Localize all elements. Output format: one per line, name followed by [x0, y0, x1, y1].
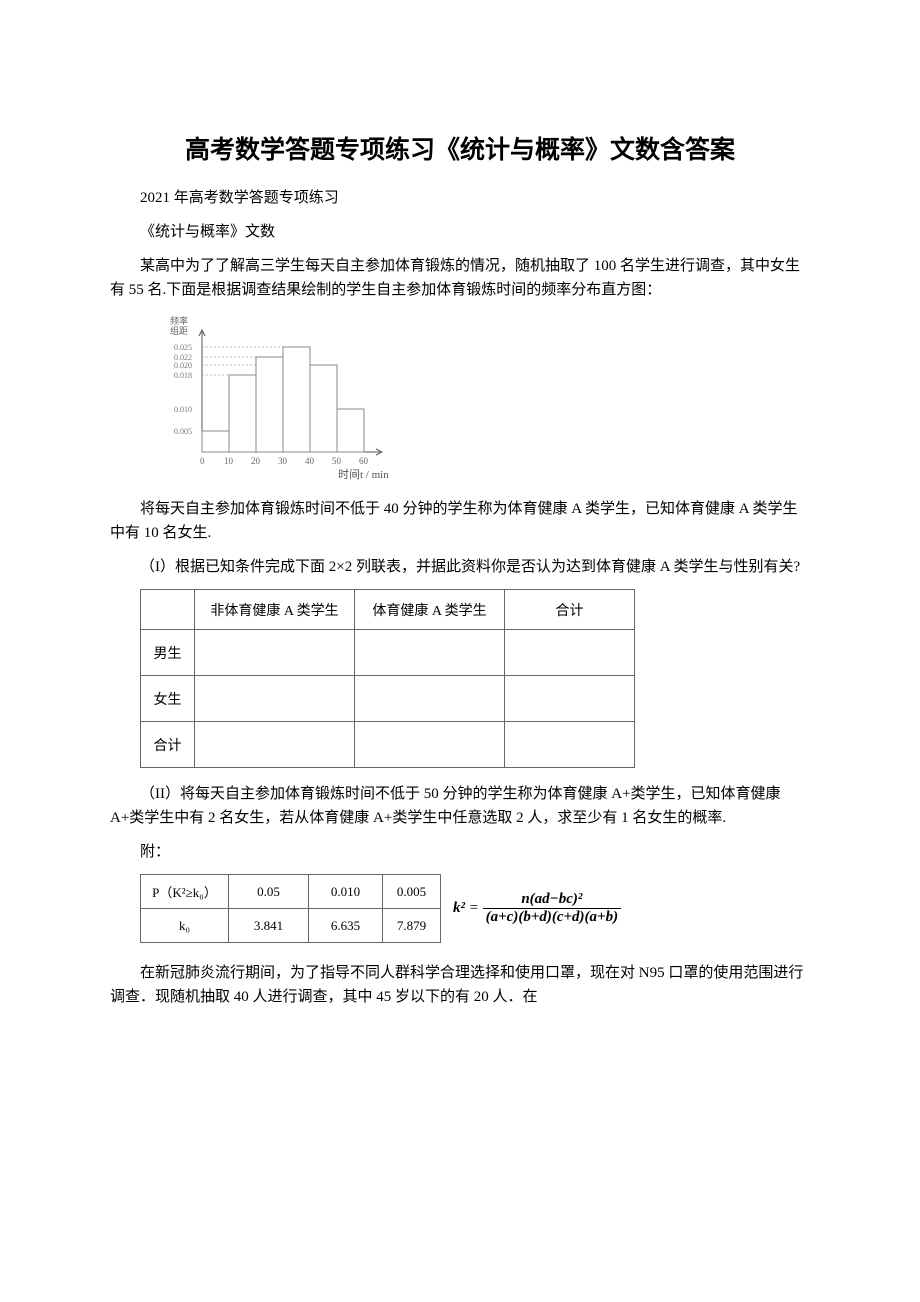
para-def-a: 将每天自主参加体育锻炼时间不低于 40 分钟的学生称为体育健康 A 类学生，已知…	[110, 497, 810, 545]
cv-r2c0: k₀	[141, 909, 229, 943]
row-total-label: 合计	[141, 722, 195, 768]
table-row: P（K²≥k₀） 0.05 0.010 0.005	[141, 875, 441, 909]
cv-r2c3: 7.879	[383, 909, 441, 943]
ytick-3: 0.018	[174, 371, 192, 380]
para-q1: （I）根据已知条件完成下面 2×2 列联表，并据此资料你是否认为达到体育健康 A…	[110, 555, 810, 579]
para-intro: 某高中为了了解高三学生每天自主参加体育锻炼的情况，随机抽取了 100 名学生进行…	[110, 254, 810, 302]
xtick-3: 30	[278, 456, 288, 466]
cell	[355, 676, 505, 722]
cv-r2c1: 3.841	[229, 909, 309, 943]
para-year: 2021 年高考数学答题专项练习	[110, 186, 810, 210]
xtick-6: 60	[359, 456, 369, 466]
xtick-0: 0	[200, 456, 205, 466]
xtick-2: 20	[251, 456, 261, 466]
page-title: 高考数学答题专项练习《统计与概率》文数含答案	[110, 130, 810, 166]
row-female-label: 女生	[141, 676, 195, 722]
table-row: 非体育健康 A 类学生 体育健康 A 类学生 合计	[141, 590, 635, 630]
ytick-2: 0.020	[174, 361, 192, 370]
critical-value-table: P（K²≥k₀） 0.05 0.010 0.005 k₀ 3.841 6.635…	[140, 874, 441, 943]
chi-square-formula: k² = n(ad−bc)²(a+c)(b+d)(c+d)(a+b)	[453, 891, 621, 926]
row-male-label: 男生	[141, 630, 195, 676]
xtick-5: 50	[332, 456, 342, 466]
table-row: k₀ 3.841 6.635 7.879	[141, 909, 441, 943]
th-a: 体育健康 A 类学生	[355, 590, 505, 630]
th-total: 合计	[505, 590, 635, 630]
cv-r1c2: 0.010	[309, 875, 383, 909]
cell	[505, 722, 635, 768]
cell	[195, 676, 355, 722]
ytick-4: 0.010	[174, 405, 192, 414]
cell	[195, 630, 355, 676]
ytick-5: 0.005	[174, 427, 192, 436]
th-blank	[141, 590, 195, 630]
hist-ylabel-top: 频率	[170, 315, 188, 326]
attach-block: P（K²≥k₀） 0.05 0.010 0.005 k₀ 3.841 6.635…	[140, 874, 810, 943]
cell	[355, 722, 505, 768]
table-row: 女生	[141, 676, 635, 722]
hist-xlabel: 时间t / min	[338, 468, 389, 481]
cell	[505, 630, 635, 676]
histogram-svg: 频率 组距 0.025 0.022 0.020 0.018 0.010 0.00…	[150, 312, 410, 482]
table-row: 男生	[141, 630, 635, 676]
formula-den: (a+c)(b+d)(c+d)(a+b)	[483, 909, 621, 926]
cell	[195, 722, 355, 768]
cv-r2c2: 6.635	[309, 909, 383, 943]
formula-lhs: k²	[453, 900, 465, 916]
para-q2: （II）将每天自主参加体育锻炼时间不低于 50 分钟的学生称为体育健康 A+类学…	[110, 782, 810, 830]
hist-ylabel-bot: 组距	[170, 325, 188, 336]
cv-r1c1: 0.05	[229, 875, 309, 909]
cell	[355, 630, 505, 676]
table-row: 合计	[141, 722, 635, 768]
xtick-1: 10	[224, 456, 234, 466]
cv-r1c3: 0.005	[383, 875, 441, 909]
para-subtitle: 《统计与概率》文数	[110, 220, 810, 244]
formula-eq: =	[465, 900, 483, 916]
ytick-0: 0.025	[174, 343, 192, 352]
xtick-4: 40	[305, 456, 315, 466]
cv-r1c0: P（K²≥k₀）	[141, 875, 229, 909]
formula-num: n(ad−bc)²	[483, 891, 621, 909]
histogram-figure: 频率 组距 0.025 0.022 0.020 0.018 0.010 0.00…	[150, 312, 810, 487]
th-nona: 非体育健康 A 类学生	[195, 590, 355, 630]
contingency-table: 非体育健康 A 类学生 体育健康 A 类学生 合计 男生 女生 合计	[140, 589, 635, 768]
para-n95: 在新冠肺炎流行期间，为了指导不同人群科学合理选择和使用口罩，现在对 N95 口罩…	[110, 961, 810, 1009]
cell	[505, 676, 635, 722]
para-attach: 附：	[110, 840, 810, 864]
